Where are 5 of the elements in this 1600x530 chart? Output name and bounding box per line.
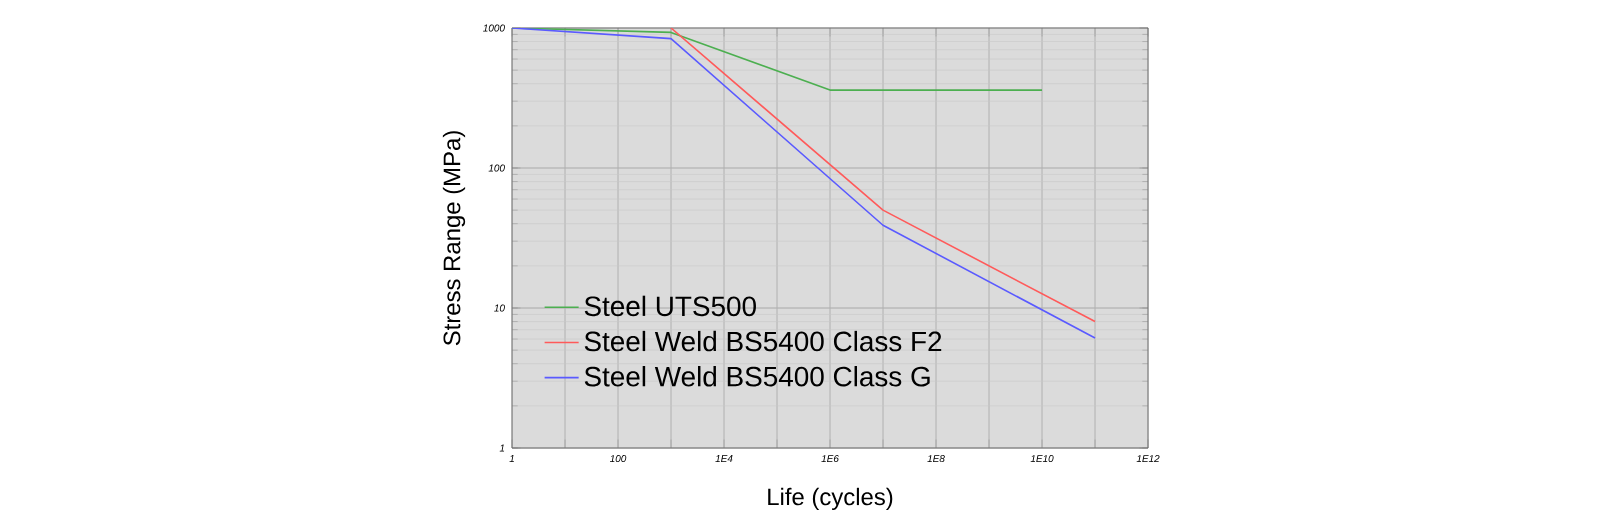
legend-label: Steel Weld BS5400 Class G [584,366,930,387]
x-axis-title: Life (cycles) [768,487,893,511]
legend-label: Steel Weld BS5400 Class F2 [584,330,942,352]
y-axis-title: Stress Range (MPa) [442,131,466,346]
legend-label: Steel UTS500 [584,295,756,317]
